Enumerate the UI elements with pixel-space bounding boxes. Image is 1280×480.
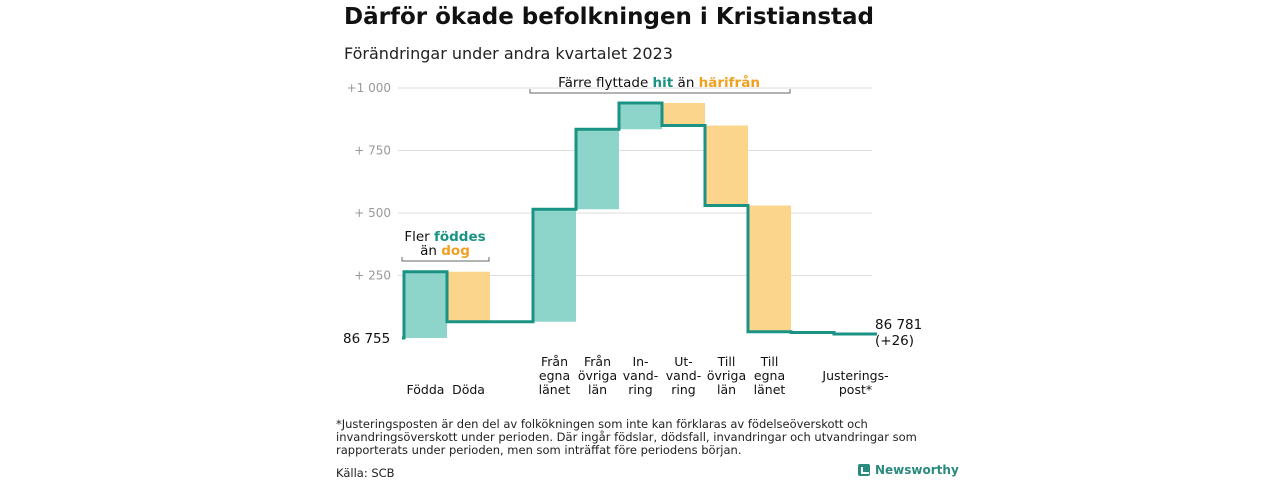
source-label: Källa: SCB [336,466,395,480]
y-tick-label: + 500 [354,206,391,220]
y-tick-label: + 750 [354,144,391,158]
newsworthy-logo-icon [858,464,870,476]
annotation-migration: Färre flyttade hit än härifrån [558,74,760,91]
x-category-label: egna [539,368,570,383]
bar-frånegnalänet [533,209,576,322]
footnote: *Justeringsposten är den del av folkökni… [336,417,917,457]
x-category-label: övriga [578,368,617,383]
x-category-label: län [717,382,736,397]
x-category-label: vand- [623,368,658,383]
chart-subtitle: Förändringar under andra kvartalet 2023 [344,44,673,63]
bars-layer [404,103,791,338]
end-value-label: 86 781 [875,317,922,333]
brand-logo[interactable]: Newsworthy [858,463,959,477]
x-category-label: Från [541,354,568,369]
annotation-births-line2: än dog [420,243,470,259]
x-category-label: Till [717,354,736,369]
x-category-label: Ut- [674,354,693,369]
bar-döda [447,271,490,322]
step-line-layer [402,101,877,340]
step-line [402,101,877,340]
bar-tillegnalänet [748,205,791,332]
annotation-births-line1: Fler föddes [404,229,485,245]
x-category-label: Döda [452,382,485,397]
bar-ut-vand-ring [662,103,705,126]
brand-name: Newsworthy [875,463,959,477]
x-category-label: post* [839,382,872,397]
bar-frånövrigalän [576,129,619,210]
x-category-label: länet [754,382,786,397]
x-category-label: län [588,382,607,397]
bar-födda [404,271,447,338]
chart-title: Därför ökade befolkningen i Kristianstad [344,4,874,30]
y-tick-label: + 250 [354,269,391,283]
bar-tillövrigalän [705,125,748,206]
end-change-label: (+26) [875,333,914,349]
x-category-label: Till [760,354,779,369]
x-category-label: ring [628,382,652,397]
annotation-migration-bracket [529,89,791,94]
x-category-label: egna [754,368,785,383]
x-category-label: Justerings- [821,368,888,383]
x-category-label: länet [539,382,571,397]
bar-in-vand-ring [619,103,662,130]
x-category-label: Födda [407,382,445,397]
x-category-label: ring [671,382,695,397]
annotation-births-bracket [401,257,490,262]
x-category-label: vand- [666,368,701,383]
x-category-label: Från [584,354,611,369]
x-category-label: In- [632,354,648,369]
start-value-label: 86 755 [343,331,390,347]
y-tick-label: +1 000 [347,81,391,95]
x-category-label: övriga [707,368,746,383]
